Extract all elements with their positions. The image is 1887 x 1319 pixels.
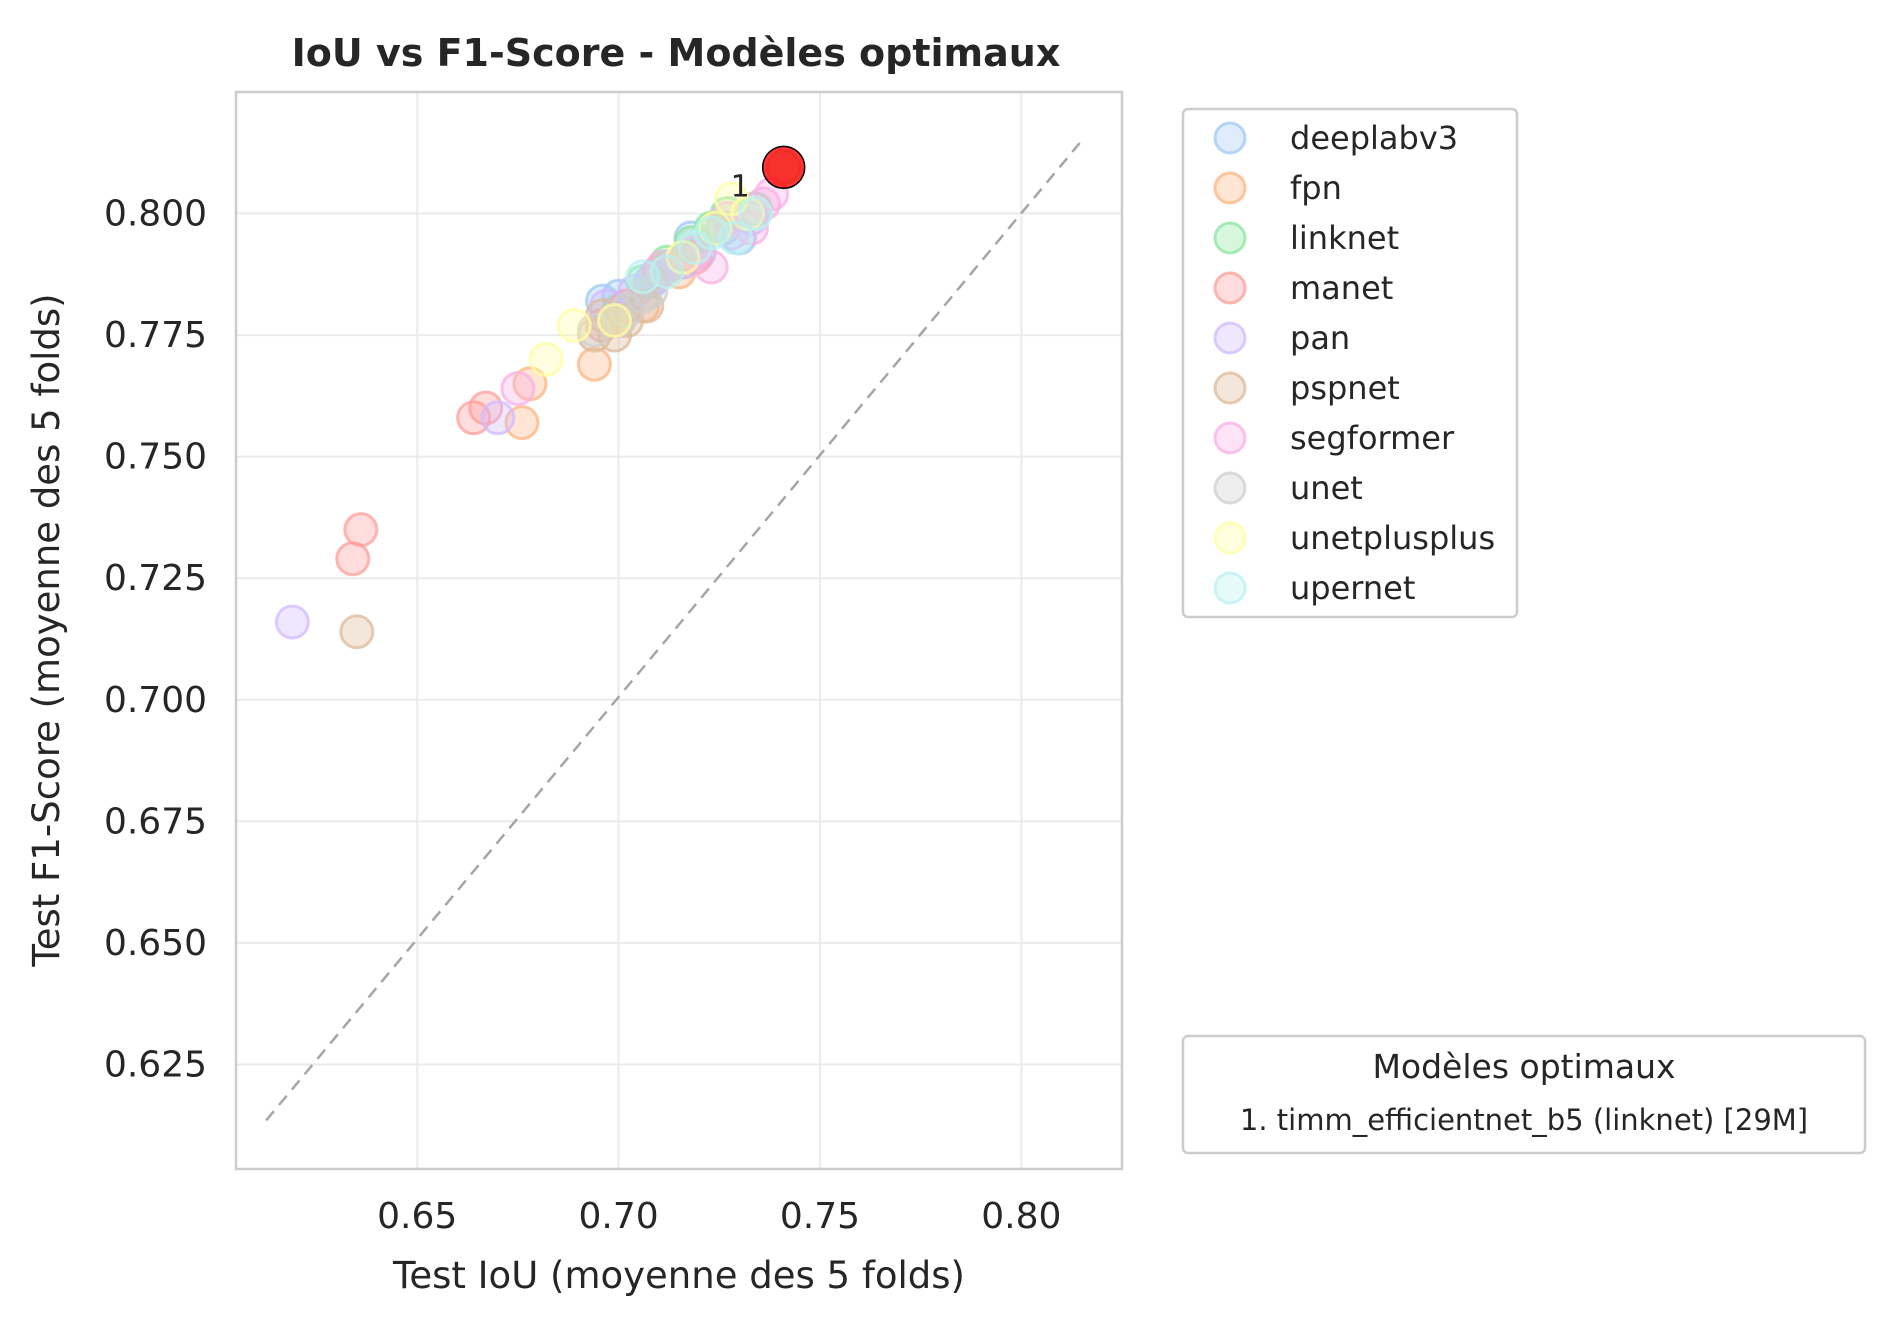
data-point-unetplusplus — [597, 303, 633, 339]
y-tick-label: 0.675 — [104, 801, 207, 842]
legend-label-pan: pan — [1290, 319, 1350, 357]
plot-frame — [234, 90, 1124, 1171]
data-point-pan — [480, 400, 516, 436]
optimal-models-legend: Modèles optimaux 1. timm_efficientnet_b5… — [1181, 1034, 1867, 1155]
legend-marker-fpn — [1213, 171, 1247, 205]
legend-label-unetplusplus: unetplusplus — [1290, 519, 1495, 557]
y-tick-label: 0.625 — [104, 1044, 207, 1085]
y-tick-label: 0.750 — [104, 437, 207, 478]
legend-label-manet: manet — [1290, 269, 1393, 307]
data-point-upernet — [738, 196, 774, 232]
series-legend-items: deeplabv3 fpn linknet manet pan pspnet segform… — [1213, 119, 1495, 607]
x-tick-label: 0.65 — [377, 1196, 457, 1237]
series-legend-box — [1181, 107, 1519, 619]
y-tick-label: 0.775 — [104, 315, 207, 356]
x-tick-label: 0.80 — [981, 1196, 1061, 1237]
legend-marker-deeplabv3 — [1213, 121, 1247, 155]
highlight-group: 1 — [731, 145, 806, 204]
data-point-pan — [274, 604, 310, 640]
legend-label-pspnet: pspnet — [1290, 369, 1400, 407]
legend-marker-unetplusplus — [1213, 521, 1247, 555]
x-tick-labels: 0.65 0.70 0.75 0.80 — [377, 1196, 1061, 1237]
y-axis-label: Test F1-Score (moyenne des 5 folds) — [25, 293, 68, 967]
legend-label-deeplabv3: deeplabv3 — [1290, 119, 1458, 157]
x-tick-label: 0.75 — [780, 1196, 860, 1237]
data-point-fpn — [576, 346, 612, 382]
data-point-unet — [576, 312, 612, 348]
data-point-unetplusplus — [528, 341, 564, 377]
optimal-models-legend-title: Modèles optimaux — [1372, 1047, 1675, 1086]
legend-label-segformer: segformer — [1290, 419, 1455, 457]
y-tick-labels: 0.625 0.650 0.675 0.700 0.725 0.750 0.775 0.800 — [104, 194, 207, 1086]
legend-marker-upernet — [1213, 571, 1247, 605]
highlighted-point — [761, 145, 806, 190]
grid — [236, 92, 1122, 1169]
y-tick-label: 0.700 — [104, 680, 207, 721]
optimal-models-legend-entry: 1. timm_efficientnet_b5 (linknet) [29M] — [1240, 1103, 1808, 1137]
data-point-manet — [343, 512, 379, 548]
y-tick-label: 0.800 — [104, 194, 207, 235]
legend-label-unet: unet — [1290, 469, 1363, 507]
legend-marker-unet — [1213, 471, 1247, 505]
optimal-models-legend-box — [1181, 1034, 1867, 1155]
legend-marker-segformer — [1213, 421, 1247, 455]
data-point-pspnet — [339, 614, 375, 650]
y-tick-label: 0.725 — [104, 558, 207, 599]
reference-line — [265, 142, 1081, 1122]
series-legend: deeplabv3 fpn linknet manet pan pspnet segform… — [1181, 107, 1519, 619]
legend-marker-linknet — [1213, 221, 1247, 255]
data-point-upernet — [649, 254, 685, 290]
x-axis-label: Test IoU (moyenne des 5 folds) — [392, 1254, 965, 1297]
legend-label-upernet: upernet — [1290, 569, 1415, 607]
y-tick-label: 0.650 — [104, 923, 207, 964]
highlight-label: 1 — [731, 169, 750, 204]
x-tick-label: 0.70 — [579, 1196, 659, 1237]
legend-marker-manet — [1213, 271, 1247, 305]
data-point-manet — [335, 541, 371, 577]
data-point-upernet — [693, 215, 729, 251]
legend-label-linknet: linknet — [1290, 219, 1399, 257]
data-point-segformer — [500, 371, 536, 407]
legend-marker-pan — [1213, 321, 1247, 355]
chart-title: IoU vs F1-Score - Modèles optimaux — [292, 31, 1061, 75]
legend-label-fpn: fpn — [1290, 169, 1342, 207]
scatter-points — [274, 149, 802, 650]
legend-marker-pspnet — [1213, 371, 1247, 405]
data-point-unetplusplus — [556, 307, 592, 343]
